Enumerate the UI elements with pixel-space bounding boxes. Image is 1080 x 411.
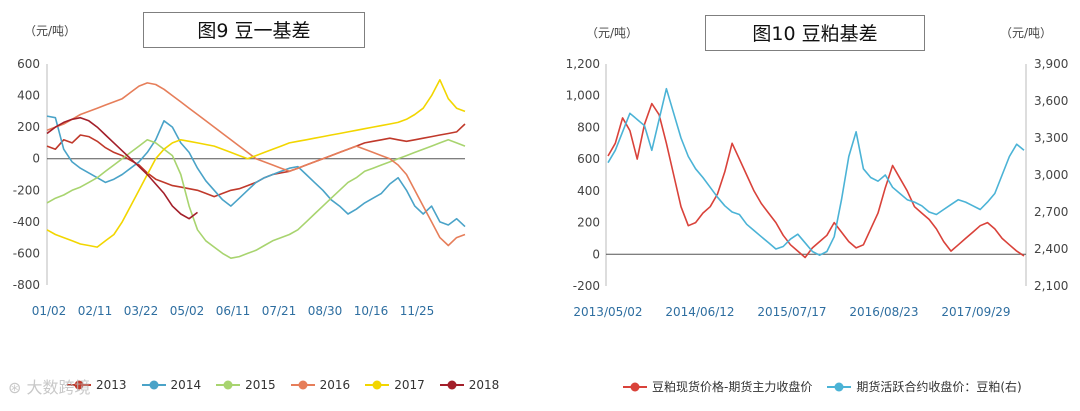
chart2-y2-tick-label: 2,100: [1034, 279, 1068, 293]
chart2-y2-tick-label: 3,300: [1034, 131, 1068, 145]
chart2-y-tick-label: -200: [573, 279, 600, 293]
chart2-x-tick-label: 2014/06/12: [665, 305, 734, 319]
legend-marker-icon: [290, 380, 315, 390]
legend-item-2018: 2018: [439, 378, 500, 392]
chart2-y2-tick-label: 3,600: [1034, 94, 1068, 108]
chart1-x-tick-label: 07/21: [262, 304, 297, 318]
chart2-y-tick-label: 0: [592, 247, 600, 261]
chart1-series-line-2015: [46, 139, 466, 260]
chart2-y2-tick-label: 2,400: [1034, 242, 1068, 256]
chart1-y-tick-label: 0: [32, 152, 40, 166]
chart1-series-line-2017: [46, 79, 466, 248]
legend-item: 期货活跃合约收盘价：豆粕(右): [826, 378, 1022, 395]
legend-label: 2015: [245, 378, 276, 392]
chart-soymeal-basis: 1,200 1,000 800 600 400 200 0 -200 3,900 3,600 3,3…: [566, 57, 1069, 319]
chart1-x-tick-label: 02/11: [78, 304, 113, 318]
chart1-x-tick-label: 01/02: [32, 304, 67, 318]
legend-label: 2016: [319, 378, 351, 392]
chart2-y-tick-label: 800: [577, 120, 600, 134]
chart2-x-tick-label: 2015/07/17: [757, 305, 826, 319]
chart1-x-tick-label: 11/25: [400, 304, 435, 318]
chart2-y2-tick-label: 3,000: [1034, 168, 1068, 182]
legend-label: 2013: [96, 378, 127, 392]
legend-marker-icon: [827, 382, 852, 391]
legend-item-2016: 2016: [290, 378, 351, 392]
chart2-y-tick-label: 1,000: [566, 89, 600, 103]
legend-item-2017: 2017: [364, 378, 425, 392]
chart2-unit-label-left: （元/吨）: [586, 26, 639, 40]
legend-marker-icon: [216, 380, 241, 390]
chart1-y-tick-label: -200: [13, 183, 40, 197]
chart1-x-tick-label: 08/30: [308, 304, 343, 318]
chart1-x-tick-label: 05/02: [170, 304, 205, 318]
watermark-text: 大数跨境: [26, 378, 91, 397]
chart2-y-tick-label: 600: [577, 152, 600, 166]
chart2-x-tick-label: 2016/08/23: [849, 305, 918, 319]
chart2-y2-tick-label: 2,700: [1034, 205, 1068, 219]
chart2-x-tick-label: 2013/05/02: [573, 305, 642, 319]
legend-marker-icon: [67, 380, 91, 390]
chart1-y-tick-label: 200: [17, 120, 40, 134]
legend-item: 豆粕现货价格-期货主力收盘价: [622, 378, 812, 395]
chart-soybean-basis: 600 400 200 0 -200 -400 -600 -800 01/02 02/11 03/2…: [13, 57, 466, 318]
chart1-x-tick-label: 06/11: [216, 304, 251, 318]
chart2-series-line: [607, 102, 1025, 259]
watermark-logo: ⊛ 大数跨境: [8, 374, 91, 398]
chart1-y-tick-label: -800: [13, 278, 40, 292]
chart2-unit-label-right: （元/吨）: [1000, 26, 1053, 40]
chart2-y-tick-label: 1,200: [566, 57, 600, 71]
chart2-series-line: [607, 87, 1025, 256]
chart1-legend: 2013 2014 2015 2016 2017 2018: [66, 378, 513, 392]
chart1-unit-label: （元/吨）: [24, 24, 77, 38]
chart1-y-tick-label: -600: [13, 246, 40, 260]
chart2-y-tick-label: 400: [577, 184, 600, 198]
legend-label: 期货活跃合约收盘价：豆粕(右): [856, 380, 1022, 394]
chart1-y-tick-label: 400: [17, 89, 40, 103]
chart1-x-tick-label: 10/16: [354, 304, 389, 318]
chart1-series-line-2014: [46, 115, 466, 228]
chart1-series-line-2016: [46, 82, 466, 247]
legend-item-2013: 2013: [66, 378, 127, 392]
legend-marker-icon: [365, 380, 390, 390]
watermark-icon: ⊛: [8, 378, 22, 397]
chart1-y-tick-label: -400: [13, 215, 40, 229]
chart2-legend: 豆粕现货价格-期货主力收盘价 期货活跃合约收盘价：豆粕(右): [622, 378, 1036, 395]
chart2-x-tick-label: 2017/09/29: [941, 305, 1010, 319]
chart1-y-tick-label: 600: [17, 57, 40, 71]
legend-item-2015: 2015: [215, 378, 276, 392]
chart1-title: 图9 豆一基差: [143, 12, 365, 48]
legend-label: 2014: [170, 378, 202, 392]
chart2-title: 图10 豆粕基差: [705, 15, 925, 51]
legend-label: 2018: [468, 378, 500, 392]
chart2-y2-tick-label: 3,900: [1034, 57, 1068, 71]
chart1-series-line-2013: [46, 123, 466, 198]
legend-marker-icon: [439, 380, 464, 390]
legend-label: 2017: [394, 378, 425, 392]
legend-label: 豆粕现货价格-期货主力收盘价: [652, 380, 813, 394]
legend-item-2014: 2014: [141, 378, 202, 392]
chart1-series-line-2018: [46, 116, 198, 220]
legend-marker-icon: [141, 380, 166, 390]
legend-marker-icon: [623, 382, 647, 391]
chart2-y-tick-label: 200: [577, 216, 600, 230]
chart1-x-tick-label: 03/22: [124, 304, 159, 318]
